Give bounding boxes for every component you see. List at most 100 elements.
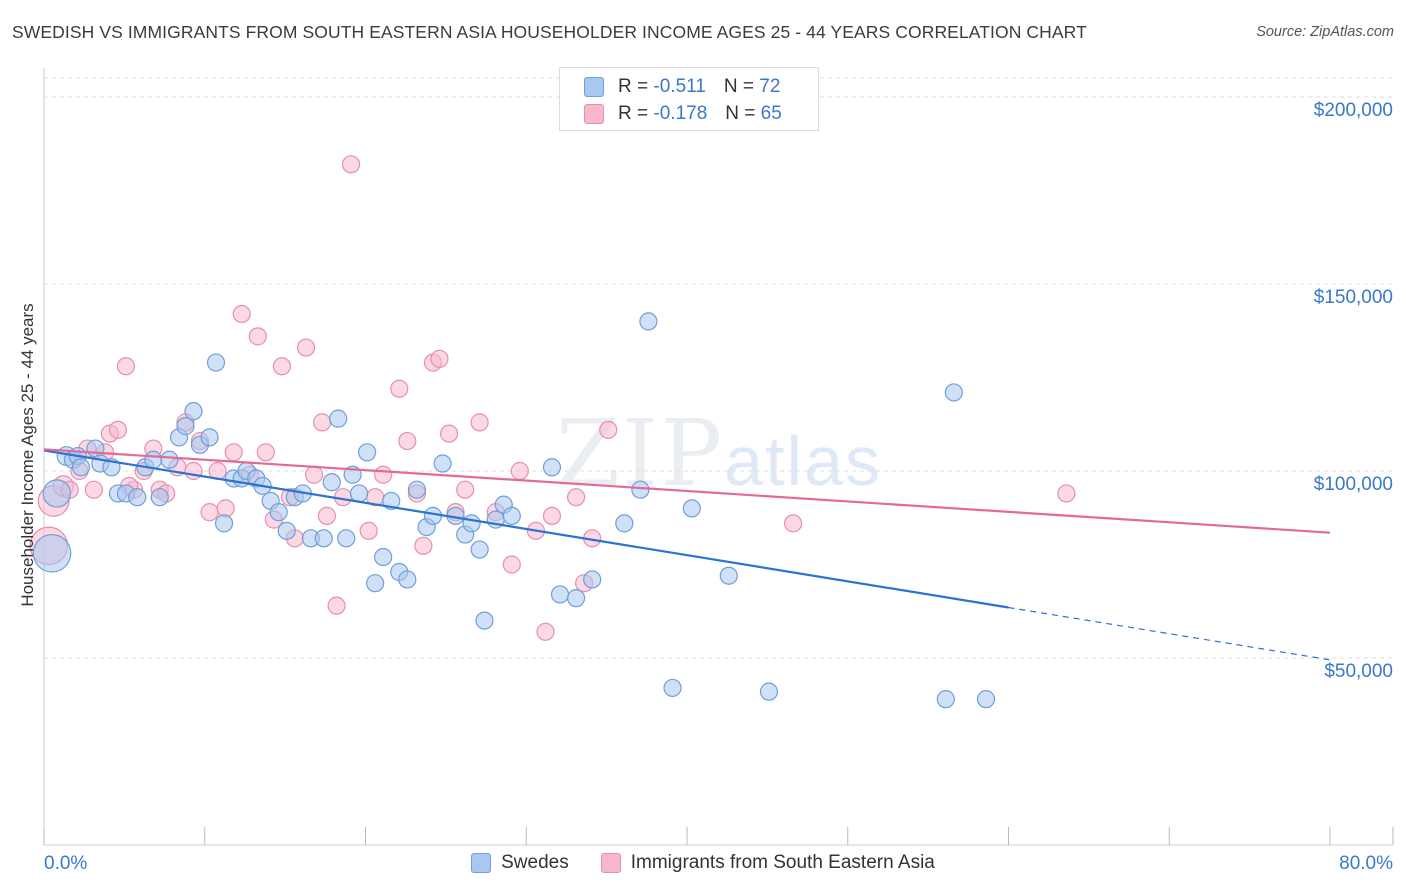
swedes-point [682, 499, 701, 518]
swedes-point [200, 428, 219, 447]
swedes-point [349, 484, 369, 503]
legend-n-value: 65 [760, 103, 782, 124]
sea-trend-line [43, 448, 1331, 534]
swedes-point [214, 514, 234, 533]
swedes-point [314, 529, 333, 548]
swedes-point [160, 450, 179, 469]
series-legend-sea: Immigrants from South Eastern Asia [600, 852, 935, 874]
sea-point [224, 443, 243, 462]
watermark-atlas: atlas [724, 422, 883, 500]
swedes-point [184, 402, 203, 421]
sea-point [304, 465, 324, 484]
swedes-point [759, 682, 779, 701]
sea-point [108, 420, 128, 439]
series-label-sea: Immigrants from South Eastern Asia [630, 852, 935, 873]
sea-point [542, 506, 562, 525]
sea-point [359, 521, 378, 540]
sea-point [84, 480, 103, 499]
swedes-point [374, 547, 393, 567]
legend-r-label: R = [618, 76, 649, 97]
swedes-point [42, 479, 72, 508]
sea-point [536, 622, 555, 641]
legend-r-value: -0.178 [653, 103, 708, 124]
swedes-point [550, 585, 570, 604]
swedes-point [542, 458, 562, 477]
swedes-point [423, 506, 443, 525]
sea-point [327, 596, 346, 615]
sea-point [510, 461, 529, 481]
swedes-point [366, 574, 385, 593]
swedes-trend-line [43, 449, 1009, 609]
legend-r-label: R = [618, 103, 649, 124]
swedes-point [176, 417, 195, 436]
y-tick-label: $100,000 [1314, 474, 1393, 495]
correlation-legend: R = -0.511 N = 72 R = -0.178 N = 65 [559, 67, 819, 131]
swedes-point [398, 570, 417, 589]
legend-swatch-sea [584, 104, 604, 124]
sea-point [566, 488, 586, 507]
swedes-point [269, 503, 288, 522]
swedes-point [976, 690, 996, 709]
sea-point [390, 379, 409, 398]
sea-point [200, 503, 219, 522]
swedes-point [329, 409, 348, 428]
sea-point [272, 357, 292, 376]
sea-point [312, 413, 332, 432]
x-tick-label-max: 80.0% [1339, 853, 1393, 874]
series-swatch-sea [600, 853, 621, 873]
sea-point [1057, 484, 1076, 503]
x-tick-label-min: 0.0% [44, 853, 87, 874]
swedes-point [615, 514, 634, 533]
swedes-point [583, 570, 602, 589]
series-legend-swedes: Swedes [471, 852, 569, 874]
swedes-point [322, 473, 341, 492]
y-tick-label: $200,000 [1314, 100, 1393, 121]
legend-row-sea: R = -0.178 N = 65 [584, 103, 782, 125]
swedes-point [358, 443, 377, 462]
sea-point [414, 536, 433, 555]
sea-point [317, 506, 337, 525]
sea-point [232, 304, 251, 324]
sea-point [184, 461, 203, 481]
sea-point [599, 420, 618, 439]
swedes-point [566, 589, 586, 608]
swedes-trend-extension [1008, 606, 1331, 661]
sea-point [216, 499, 235, 518]
sea-point [430, 349, 449, 368]
swedes-point [475, 611, 494, 630]
legend-n-value: 72 [759, 76, 781, 97]
swedes-point [144, 450, 163, 469]
legend-row-swedes: R = -0.511 N = 72 [584, 76, 780, 98]
swedes-point [719, 566, 738, 585]
swedes-point [936, 690, 955, 709]
sea-point [248, 327, 267, 346]
series-swatch-swedes [471, 853, 492, 873]
legend-n-label: N = [723, 76, 754, 97]
sea-point [256, 443, 275, 462]
sea-point [783, 514, 803, 533]
swedes-point [502, 506, 521, 525]
sea-point [296, 338, 316, 357]
source-label: Source: ZipAtlas.com [1256, 24, 1394, 40]
swedes-point [944, 383, 963, 402]
swedes-point [128, 488, 147, 507]
swedes-point [639, 312, 658, 331]
swedes-point [407, 480, 427, 499]
chart-title: SWEDISH VS IMMIGRANTS FROM SOUTH EASTERN… [12, 22, 1087, 42]
sea-point [374, 465, 393, 484]
swedes-point [277, 521, 296, 540]
sea-point [439, 424, 459, 443]
sea-point [456, 480, 475, 499]
sea-point [502, 555, 521, 574]
swedes-point [337, 529, 356, 548]
sea-point [398, 431, 417, 451]
swedes-point [631, 480, 650, 499]
swedes-point [433, 454, 452, 473]
swedes-point [462, 514, 481, 533]
legend-r-value: -0.511 [653, 76, 706, 97]
swedes-point [32, 533, 72, 573]
sea-point [341, 155, 361, 174]
series-legend: Swedes Immigrants from South Eastern Asi… [0, 852, 1406, 874]
series-label-swedes: Swedes [501, 852, 569, 873]
